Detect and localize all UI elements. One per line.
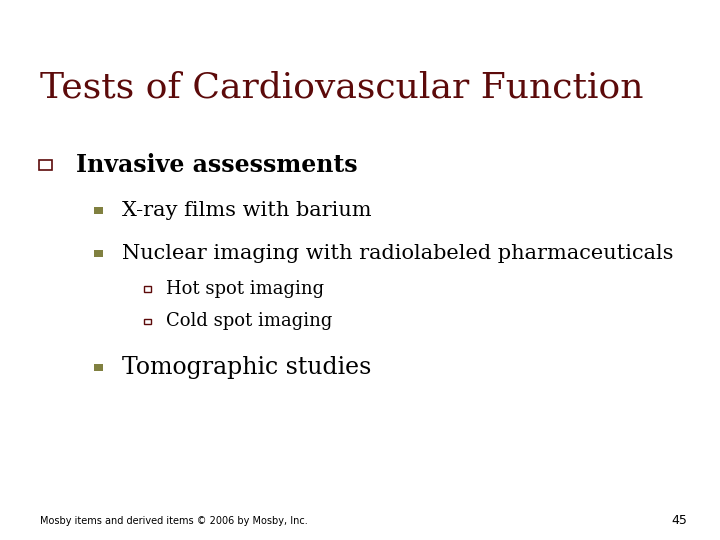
Text: Nuclear imaging with radiolabeled pharmaceuticals: Nuclear imaging with radiolabeled pharma… [122, 244, 674, 264]
Text: Invasive assessments: Invasive assessments [76, 153, 357, 177]
Text: Hot spot imaging: Hot spot imaging [166, 280, 324, 298]
Text: Mosby items and derived items © 2006 by Mosby, Inc.: Mosby items and derived items © 2006 by … [40, 516, 307, 526]
Bar [144, 319, 151, 324]
Text: Tests of Cardiovascular Function: Tests of Cardiovascular Function [40, 70, 643, 104]
Bar [39, 160, 52, 170]
Text: Tomographic studies: Tomographic studies [122, 356, 372, 379]
Text: 45: 45 [672, 514, 688, 526]
Text: X-ray films with barium: X-ray films with barium [122, 201, 372, 220]
Text: Cold spot imaging: Cold spot imaging [166, 312, 332, 330]
Bar [94, 207, 104, 214]
Bar [144, 286, 151, 292]
Bar [94, 250, 104, 257]
Bar [94, 364, 104, 370]
